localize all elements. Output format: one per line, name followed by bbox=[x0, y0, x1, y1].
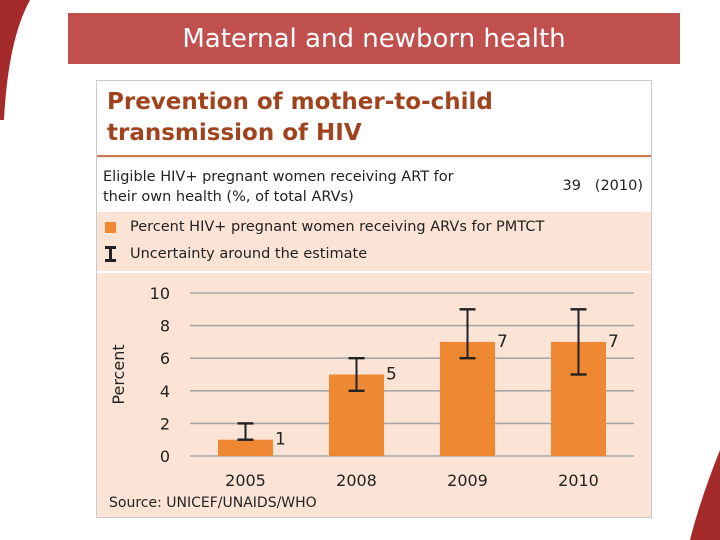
panel-title: Prevention of mother-to-child transmissi… bbox=[107, 89, 493, 146]
bar bbox=[218, 439, 273, 456]
y-tick-label: 4 bbox=[160, 382, 170, 401]
data-label: 7 bbox=[608, 332, 619, 352]
stat-year: (2010) bbox=[594, 178, 643, 194]
stat-value: 39 (2010) bbox=[563, 178, 644, 194]
chart-divider bbox=[97, 271, 651, 273]
y-axis-label: Percent bbox=[109, 344, 128, 404]
y-tick-label: 8 bbox=[160, 317, 170, 336]
error-bar-icon bbox=[105, 245, 116, 263]
bar bbox=[440, 341, 495, 456]
data-label: 1 bbox=[275, 430, 286, 450]
y-tick-label: 0 bbox=[160, 447, 170, 466]
x-tick-label: 2008 bbox=[336, 471, 377, 490]
y-tick-label: 2 bbox=[160, 414, 170, 433]
x-tick-label: 2010 bbox=[558, 471, 599, 490]
data-label: 7 bbox=[497, 332, 508, 352]
stat-number: 39 bbox=[562, 178, 581, 194]
y-tick-label: 10 bbox=[150, 284, 170, 303]
bar-swatch-icon bbox=[105, 221, 116, 233]
data-label: 5 bbox=[386, 365, 397, 385]
legend-item-bars: Percent HIV+ pregnant women receiving AR… bbox=[105, 216, 544, 238]
legend-uncertainty-label: Uncertainty around the estimate bbox=[130, 246, 368, 262]
slide-title: Maternal and newborn health bbox=[68, 13, 680, 64]
y-tick-label: 6 bbox=[160, 349, 170, 368]
chart-legend: Percent HIV+ pregnant women receiving AR… bbox=[97, 212, 651, 270]
x-tick-label: 2005 bbox=[225, 471, 266, 490]
source-note: Source: UNICEF/UNAIDS/WHO bbox=[109, 495, 317, 511]
bar-chart: 0 2 4 6 8 10 Percent 1 2005 5 2008 7 2009 7 2010 bbox=[109, 284, 634, 490]
bottom-right-swoosh bbox=[690, 450, 720, 540]
legend-item-uncertainty: Uncertainty around the estimate bbox=[105, 243, 367, 265]
stat-row: Eligible HIV+ pregnant women receiving A… bbox=[97, 158, 651, 212]
x-tick-label: 2009 bbox=[447, 471, 488, 490]
legend-bars-label: Percent HIV+ pregnant women receiving AR… bbox=[130, 219, 545, 235]
left-swoosh bbox=[0, 0, 30, 120]
stat-label: Eligible HIV+ pregnant women receiving A… bbox=[103, 169, 454, 205]
panel-header: Prevention of mother-to-child transmissi… bbox=[97, 81, 651, 157]
